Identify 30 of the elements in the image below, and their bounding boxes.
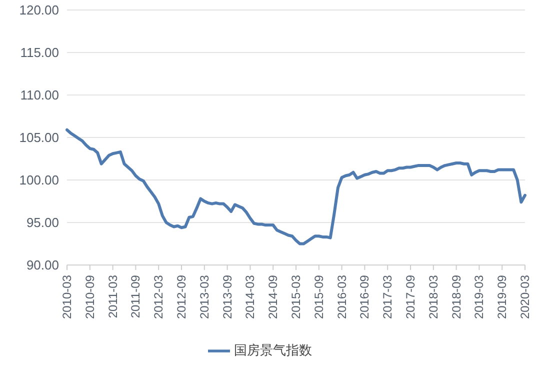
x-tick-label: 2018-03 bbox=[426, 274, 440, 320]
x-tick-label: 2010-03 bbox=[60, 274, 74, 320]
y-tick-label: 105.00 bbox=[19, 130, 59, 146]
legend-label: 国房景气指数 bbox=[234, 342, 312, 358]
y-tick-label: 120.00 bbox=[19, 2, 59, 18]
x-tick-label: 2017-03 bbox=[380, 274, 395, 320]
x-tick-label: 2013-03 bbox=[197, 274, 212, 320]
y-tick-label: 95.00 bbox=[26, 215, 59, 230]
y-tick-label: 90.00 bbox=[26, 258, 59, 273]
x-tick-label: 2016-09 bbox=[358, 274, 372, 320]
x-tick-label: 2013-09 bbox=[220, 274, 234, 320]
x-tick-label: 2012-03 bbox=[152, 274, 166, 320]
x-tick-label: 2012-09 bbox=[174, 274, 188, 320]
x-tick-label: 2014-09 bbox=[266, 274, 280, 320]
x-tick-label: 2016-03 bbox=[334, 274, 349, 320]
x-tick-label: 2015-03 bbox=[289, 274, 303, 320]
x-tick-label: 2015-09 bbox=[312, 274, 326, 320]
y-tick-label: 115.00 bbox=[20, 45, 59, 60]
x-tick-label: 2019-03 bbox=[472, 274, 486, 320]
x-tick-label: 2010-09 bbox=[82, 274, 97, 320]
x-tick-label: 2017-09 bbox=[404, 274, 418, 320]
line-series bbox=[66, 128, 526, 246]
x-tick-label: 2018-09 bbox=[449, 274, 464, 320]
x-tick-label: 2019-09 bbox=[495, 274, 510, 320]
x-tick-label: 2014-03 bbox=[243, 274, 258, 320]
y-tick-label: 100.00 bbox=[19, 172, 59, 188]
x-tick-label: 2011-03 bbox=[106, 274, 120, 318]
x-tick-label: 2011-09 bbox=[128, 274, 143, 318]
y-tick-label: 110.00 bbox=[20, 88, 59, 103]
x-tick-label: 2020-03 bbox=[518, 274, 532, 320]
